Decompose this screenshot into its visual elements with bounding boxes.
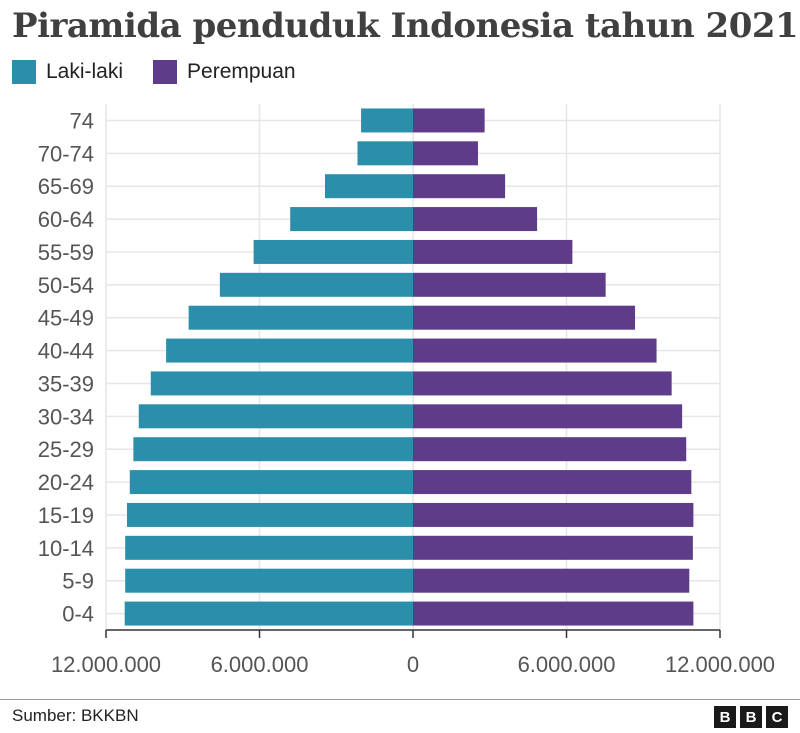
bar-female bbox=[413, 601, 694, 626]
bar-female bbox=[413, 470, 692, 495]
bar-female bbox=[413, 502, 694, 527]
x-tick-label: 12.000.000 bbox=[665, 652, 775, 677]
legend-swatch-male bbox=[12, 60, 36, 84]
category-label: 35-39 bbox=[38, 371, 94, 396]
legend-label-male: Laki-laki bbox=[46, 60, 124, 83]
category-label: 5-9 bbox=[62, 569, 94, 594]
category-label: 70-74 bbox=[38, 141, 94, 166]
bar-male bbox=[290, 207, 413, 232]
population-pyramid-chart: 74 70-74 65-69 60-64 55-59 50-54 45-49 40-44 35-… bbox=[38, 104, 775, 677]
bar-female bbox=[413, 141, 478, 166]
bbc-logo-letter: B bbox=[714, 706, 736, 728]
bar-female bbox=[413, 437, 687, 462]
bbc-logo-letter: B bbox=[740, 706, 762, 728]
bar-male bbox=[138, 404, 413, 429]
legend-label-female: Perempuan bbox=[187, 60, 296, 83]
category-label: 60-64 bbox=[38, 207, 94, 232]
bar-male bbox=[188, 305, 413, 330]
bar-male bbox=[133, 437, 414, 462]
category-label: 30-34 bbox=[38, 404, 94, 429]
bar-male bbox=[129, 470, 414, 495]
category-label: 20-24 bbox=[38, 470, 94, 495]
bar-male bbox=[125, 568, 413, 593]
bar-male bbox=[357, 141, 413, 166]
bar-female bbox=[413, 272, 606, 297]
bar-male bbox=[324, 174, 413, 199]
bar-male bbox=[219, 272, 413, 297]
footer-divider bbox=[0, 699, 800, 700]
legend-item-female: Perempuan bbox=[153, 60, 296, 84]
x-tick-label: 6.000.000 bbox=[211, 652, 309, 677]
bar-male bbox=[126, 502, 413, 527]
category-label: 40-44 bbox=[38, 339, 94, 364]
legend-swatch-female bbox=[153, 60, 178, 84]
source-note: Sumber: BKKBN bbox=[12, 706, 139, 725]
bar-female bbox=[413, 371, 672, 396]
category-label: 15-19 bbox=[38, 503, 94, 528]
legend-item-male: Laki-laki bbox=[12, 60, 123, 84]
category-label: 45-49 bbox=[38, 306, 94, 331]
category-label: 50-54 bbox=[38, 273, 94, 298]
x-tick-label: 12.000.000 bbox=[51, 652, 161, 677]
legend: Laki-laki Perempuan bbox=[12, 60, 326, 84]
bar-female bbox=[413, 108, 485, 133]
bar-male bbox=[166, 338, 413, 363]
bar-female bbox=[413, 174, 506, 199]
bar-female bbox=[413, 568, 690, 593]
bar-male bbox=[150, 371, 414, 396]
category-label: 74 bbox=[70, 108, 94, 133]
category-label: 0-4 bbox=[62, 602, 94, 627]
x-tick-label: 0 bbox=[407, 652, 419, 677]
bar-male bbox=[125, 535, 413, 560]
category-label: 25-29 bbox=[38, 437, 94, 462]
bar-female bbox=[413, 207, 538, 232]
bbc-logo: B B C bbox=[710, 706, 788, 728]
category-label: 65-69 bbox=[38, 174, 94, 199]
bar-male bbox=[361, 108, 413, 133]
bar-male bbox=[124, 601, 413, 626]
x-tick-label: 6.000.000 bbox=[518, 652, 616, 677]
bar-female bbox=[413, 535, 693, 560]
chart-title: Piramida penduduk Indonesia tahun 2021 bbox=[12, 6, 799, 46]
bar-female bbox=[413, 239, 573, 264]
bar-male bbox=[253, 239, 413, 264]
bar-female bbox=[413, 305, 636, 330]
category-label: 55-59 bbox=[38, 240, 94, 265]
category-label: 10-14 bbox=[38, 536, 94, 561]
bbc-logo-letter: C bbox=[766, 706, 788, 728]
bar-female bbox=[413, 338, 657, 363]
bar-female bbox=[413, 404, 683, 429]
